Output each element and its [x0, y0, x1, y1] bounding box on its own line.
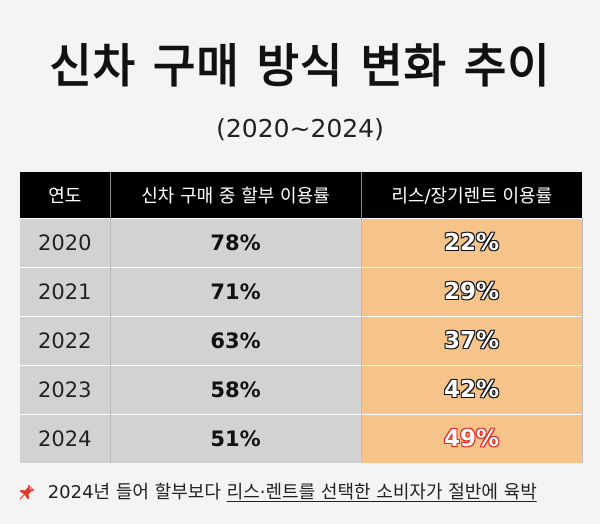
- loan-rate-cell: 58%: [110, 365, 362, 415]
- page-title: 신차 구매 방식 변화 추이: [49, 39, 551, 93]
- year-cell: 2021: [20, 267, 111, 317]
- footnote-emphasis: 리스·렌트를 선택한 소비자가 절반에 육박: [226, 482, 537, 503]
- lease-rate-value: 22%: [443, 229, 500, 257]
- year-cell: 2022: [20, 316, 111, 366]
- lease-rate-cell: 42%: [361, 365, 583, 415]
- table-row: 2020 78% 22%: [20, 218, 583, 268]
- year-cell: 2020: [20, 218, 111, 268]
- comparison-table: 연도 신차 구매 중 할부 이용률 리스/장기렌트 이용률 2020 78% 2…: [20, 172, 583, 463]
- footnote-prefix: 2024년 들어 할부보다: [47, 482, 227, 503]
- loan-rate-cell: 71%: [110, 267, 362, 317]
- loan-rate-cell: 51%: [110, 414, 362, 463]
- column-header-lease-rate: 리스/장기렌트 이용률: [361, 172, 582, 219]
- lease-rate-cell: 37%: [361, 316, 583, 366]
- table-row: 2023 58% 42%: [20, 365, 583, 415]
- pushpin-icon: [18, 482, 42, 503]
- lease-rate-cell: 49%: [361, 414, 583, 463]
- lease-rate-value: 42%: [443, 376, 500, 404]
- page-subtitle: (2020~2024): [216, 114, 384, 143]
- year-cell: 2023: [20, 365, 111, 415]
- loan-rate-cell: 78%: [110, 218, 362, 268]
- table-row: 2024 51% 49%: [20, 414, 583, 463]
- lease-rate-value: 29%: [443, 278, 500, 306]
- footnote: 2024년 들어 할부보다 리스·렌트를 선택한 소비자가 절반에 육박: [18, 478, 588, 504]
- year-cell: 2024: [20, 414, 111, 463]
- lease-rate-value: 37%: [443, 327, 500, 355]
- column-header-loan-rate: 신차 구매 중 할부 이용률: [110, 172, 362, 219]
- lease-rate-cell: 22%: [361, 218, 583, 268]
- loan-rate-cell: 63%: [110, 316, 362, 366]
- column-header-year: 연도: [20, 172, 111, 219]
- lease-rate-cell: 29%: [361, 267, 583, 317]
- table-row: 2022 63% 37%: [20, 316, 583, 366]
- lease-rate-value-highlight: 49%: [443, 425, 500, 453]
- table-header-row: 연도 신차 구매 중 할부 이용률 리스/장기렌트 이용률: [20, 172, 582, 219]
- table-row: 2021 71% 29%: [20, 267, 583, 317]
